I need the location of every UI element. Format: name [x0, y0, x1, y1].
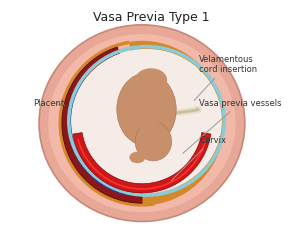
Text: Velamentous
cord insertion: Velamentous cord insertion [194, 55, 257, 101]
Ellipse shape [135, 69, 167, 92]
Text: Cervix: Cervix [171, 135, 226, 181]
Text: Vasa Previa Type 1: Vasa Previa Type 1 [93, 11, 209, 24]
Text: Placenta: Placenta [33, 99, 70, 108]
Ellipse shape [129, 152, 146, 164]
Ellipse shape [139, 116, 159, 134]
Ellipse shape [48, 35, 236, 212]
Polygon shape [62, 48, 142, 203]
Ellipse shape [39, 26, 245, 221]
Ellipse shape [71, 50, 222, 193]
Ellipse shape [117, 74, 176, 146]
Polygon shape [58, 41, 155, 207]
Polygon shape [129, 42, 224, 206]
Text: Vasa previa vessels: Vasa previa vessels [183, 99, 282, 154]
Ellipse shape [135, 123, 172, 161]
Polygon shape [73, 133, 211, 193]
